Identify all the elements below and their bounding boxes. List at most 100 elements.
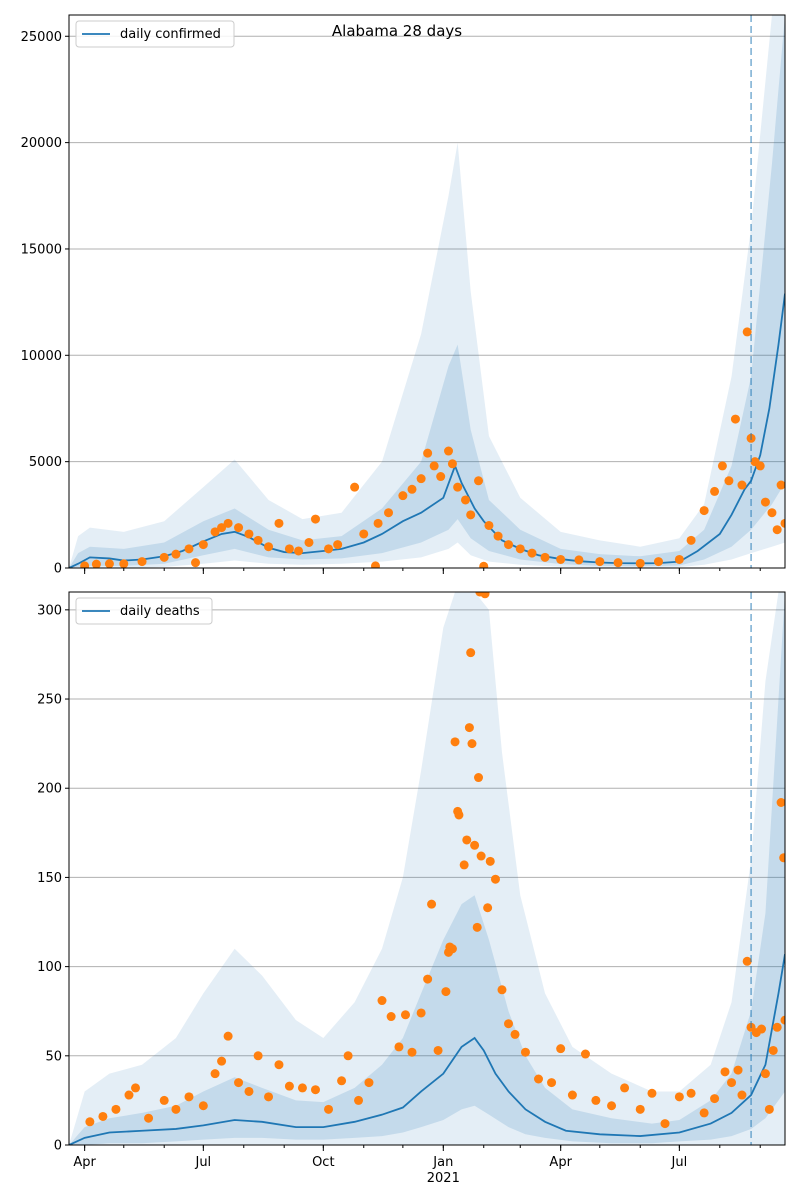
data-point [274,1060,284,1070]
data-point [433,1045,443,1055]
data-point [556,1044,566,1054]
data-point [460,495,470,505]
data-point [337,1076,347,1086]
legend: daily deaths [75,597,213,625]
data-point [85,1117,95,1127]
y-axis: 0 50 100 150 200 250 300 [37,603,69,1154]
data-point [686,1088,696,1098]
data-point [556,554,566,564]
data-point [253,1051,263,1061]
y-tick-label: 0 [54,1139,62,1154]
data-point [466,648,476,658]
legend: daily confirmed [75,20,235,48]
data-point [483,903,493,913]
data-point [324,1104,334,1114]
legend-label: daily deaths [120,604,200,619]
data-point [223,518,233,528]
plot-frame [68,14,786,569]
data-point [472,922,482,932]
data-point [497,985,507,995]
data-point [359,529,369,539]
data-point [720,1067,730,1077]
plot-frame [68,591,786,1146]
data-point [567,1090,577,1100]
data-point [647,1088,657,1098]
data-point [350,482,360,492]
data-point [453,482,463,492]
x-axis [84,568,761,574]
data-point [504,540,514,550]
data-point [717,461,727,471]
data-point [104,559,114,568]
data-point [310,514,320,524]
x-tick-label: Apr [549,1155,572,1170]
chart-title: Alabama 28 days [332,22,462,40]
data-point [324,544,334,554]
data-point [407,484,417,494]
data-point [760,1069,770,1079]
data-point [217,1056,227,1066]
grid-lines [69,609,785,1057]
data-point [364,1078,374,1088]
data-point [474,773,484,783]
uncertainty-bands [69,15,785,568]
data-point [310,1085,320,1095]
data-point [394,1042,404,1052]
data-point [479,561,489,568]
data-point [772,1022,782,1032]
data-point [377,996,387,1006]
data-point [580,1049,590,1059]
x-axis: Apr Jul Oct Jan Apr Jul [73,1145,761,1170]
data-point [476,851,486,861]
data-point [742,956,752,966]
panel-daily-confirmed: 0 5000 10000 15000 20000 25000 Alabama 28 day… [21,14,786,577]
data-point [98,1111,108,1121]
data-point [710,486,720,496]
data-point [635,558,645,568]
data-point [264,1092,274,1102]
data-point [234,523,244,533]
data-point [772,525,782,535]
data-point [416,474,426,484]
y-tick-label: 10000 [21,349,62,364]
observed-points [80,327,785,568]
data-point [450,737,460,747]
data-point [304,537,314,547]
data-point [724,476,734,486]
data-point [591,1095,601,1105]
data-point [737,480,747,490]
data-point [613,558,623,568]
observed-points [85,592,785,1129]
data-point [727,1078,737,1088]
y-tick-label: 250 [37,693,62,708]
data-point [635,1104,645,1114]
data-point [441,987,451,997]
data-point [333,540,343,550]
data-point [429,461,439,471]
data-point [184,544,194,554]
data-point [423,974,433,984]
data-point [416,1008,426,1018]
data-point [485,856,495,866]
data-point [474,476,484,486]
x-tick-label: Oct [312,1155,334,1170]
data-point [760,497,770,507]
x-year-label: 2021 [427,1171,460,1186]
data-point [742,327,752,337]
legend-box [75,20,235,48]
data-point [198,540,208,550]
data-point [217,523,227,533]
data-point [131,1083,141,1093]
y-tick-label: 0 [54,562,62,577]
data-point [159,552,169,562]
data-point [386,1012,396,1022]
data-point [447,944,457,954]
data-point [423,448,433,458]
data-point [620,1083,630,1093]
data-point [540,552,550,562]
data-point [547,1078,557,1088]
data-point [779,853,785,863]
data-point [223,1031,233,1041]
data-point [198,1101,208,1111]
